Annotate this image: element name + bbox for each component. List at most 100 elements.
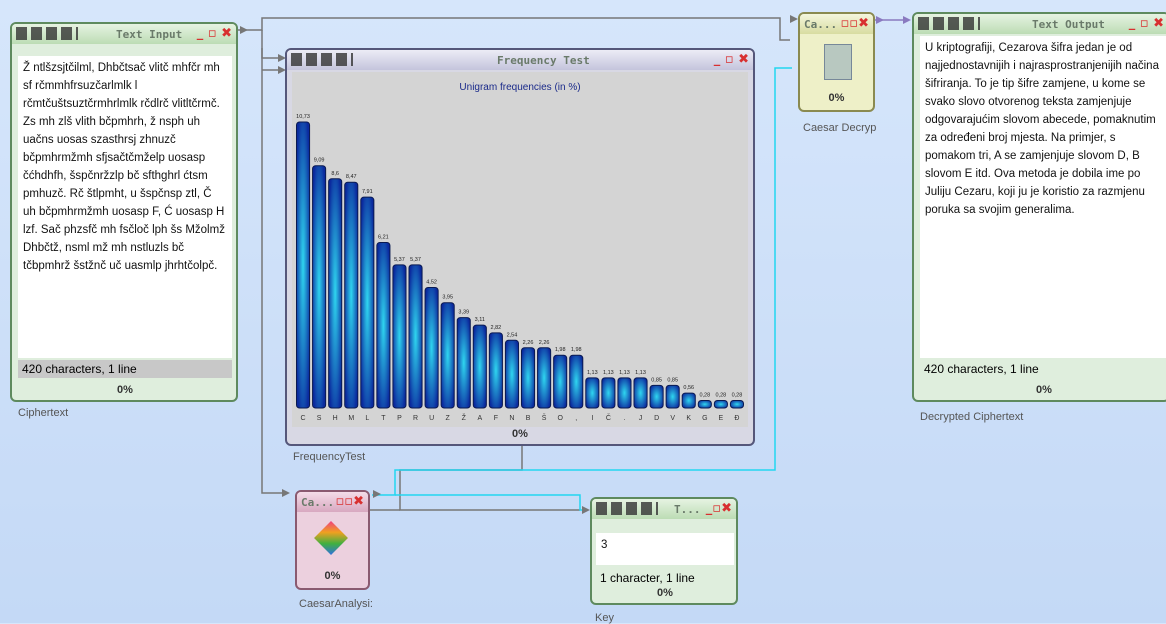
value-label: 9,09: [314, 158, 325, 164]
window-buttons[interactable]: ▫▫✖: [840, 16, 869, 31]
bar: [713, 400, 728, 409]
x-tick-label: J: [639, 415, 643, 422]
node-title: T...: [674, 503, 701, 516]
bar: [360, 196, 375, 409]
node-title: Ca...: [804, 18, 838, 31]
node-label: Key: [595, 612, 614, 624]
x-tick-label: C: [301, 415, 306, 422]
bar: [729, 400, 744, 409]
x-tick-label: ,: [575, 415, 577, 422]
bar: [376, 241, 391, 409]
x-tick-label: Đ: [734, 415, 739, 422]
value-label: 1,13: [635, 370, 646, 376]
value-label: 0,56: [683, 385, 694, 391]
value-label: 1,98: [571, 347, 582, 353]
icon: [824, 44, 852, 80]
x-tick-label: Ž: [462, 413, 467, 422]
x-tick-label: P: [397, 415, 402, 422]
bar: [553, 354, 568, 409]
bar: [665, 384, 680, 409]
value-label: 3,39: [458, 310, 469, 316]
window-buttons[interactable]: _ ▫ ✖: [196, 26, 232, 41]
bar: [344, 181, 359, 409]
icon: [314, 521, 348, 555]
bar: [408, 264, 423, 409]
node-title: Frequency Test: [497, 54, 590, 67]
bar: [521, 347, 536, 409]
x-tick-label: U: [429, 415, 434, 422]
value-label: 6,21: [378, 234, 389, 240]
x-tick-label: S: [317, 415, 322, 422]
x-tick-label: O: [557, 415, 563, 422]
progress: 0%: [657, 587, 673, 599]
bar: [456, 317, 471, 409]
text-area[interactable]: Ž ntlšzsjtčilml, Dhbčtsač vlitč mhfčr mh…: [18, 56, 232, 358]
x-tick-label: V: [670, 415, 675, 422]
bar: [440, 302, 455, 409]
text-area[interactable]: 3: [596, 533, 734, 565]
x-tick-label: M: [348, 415, 354, 422]
x-tick-label: K: [686, 415, 691, 422]
node-label: Decrypted Ciphertext: [920, 411, 1024, 423]
key-node[interactable]: T... _▫✖ 3 1 character, 1 line 0%: [590, 497, 738, 605]
value-label: 5,37: [394, 257, 405, 263]
x-tick-label: Š: [542, 413, 547, 422]
progress: 0%: [324, 570, 341, 582]
window-buttons[interactable]: _ ▫ ✖: [1128, 16, 1164, 31]
caesar-decrypt-node[interactable]: Ca... ▫▫✖ 0%: [798, 12, 875, 112]
node-title: Text Input: [116, 28, 183, 41]
bar: [392, 264, 407, 409]
text-output-node[interactable]: Text Output _ ▫ ✖ U kriptografiji, Cezaro…: [912, 12, 1166, 402]
bar: [328, 178, 343, 409]
x-tick-label: G: [702, 415, 707, 422]
bar: [617, 377, 632, 409]
bar: [472, 324, 487, 409]
value-label: 2,26: [539, 340, 550, 346]
caesar-analysis-node[interactable]: Ca... ▫▫✖ 0%: [295, 490, 370, 590]
value-label: 8,47: [346, 174, 357, 180]
x-tick-label: R: [413, 415, 418, 422]
x-tick-label: H: [333, 415, 338, 422]
bar: [633, 377, 648, 409]
value-label: 0,28: [732, 393, 743, 399]
bar: [424, 287, 439, 409]
node-title: Ca...: [301, 496, 335, 509]
text-area[interactable]: U kriptografiji, Cezarova šifra jedan je…: [920, 36, 1166, 358]
text-input-node[interactable]: Text Input _ ▫ ✖ Ž ntlšzsjtčilml, Dhbčtsa…: [10, 22, 238, 402]
x-tick-label: F: [494, 415, 498, 422]
value-label: 4,52: [426, 280, 437, 286]
bar: [537, 347, 552, 409]
node-label: FrequencyTest: [293, 451, 366, 463]
status: 420 characters, 1 line: [18, 360, 232, 378]
header: Text Output _ ▫ ✖: [914, 14, 1166, 34]
value-label: 1,13: [603, 370, 614, 376]
header: Ca... ▫▫✖: [297, 492, 368, 512]
status: 1 character, 1 line: [596, 569, 734, 587]
window-buttons[interactable]: ▫▫✖: [335, 494, 364, 509]
progress: 0%: [1036, 384, 1052, 396]
window-buttons[interactable]: _ ▫ ✖: [713, 52, 749, 67]
x-tick-label: L: [365, 415, 369, 422]
bar: [649, 384, 664, 409]
x-tick-label: T: [381, 415, 386, 422]
value-label: 0,28: [716, 393, 727, 399]
x-tick-label: Z: [446, 415, 451, 422]
bar: [312, 165, 327, 409]
icons: [16, 27, 78, 40]
frequency-node[interactable]: Frequency Test _ ▫ ✖ Unigram frequencies …: [285, 48, 755, 446]
value-label: 1,13: [619, 370, 630, 376]
node-label: Caesar Decryp: [803, 122, 877, 134]
value-label: 3,95: [442, 295, 453, 301]
x-tick-label: D: [654, 415, 659, 422]
value-label: 0,28: [699, 393, 710, 399]
icons: [291, 53, 353, 66]
chart: Unigram frequencies (in %) 10,73 C 9,09 S 8,…: [292, 72, 748, 427]
progress: 0%: [512, 428, 528, 440]
window-buttons[interactable]: _▫✖: [705, 501, 732, 516]
bar: [681, 392, 696, 409]
chart-title: Unigram frequencies (in %): [459, 82, 580, 93]
value-label: 3,11: [475, 317, 485, 323]
header: T... _▫✖: [592, 499, 736, 519]
